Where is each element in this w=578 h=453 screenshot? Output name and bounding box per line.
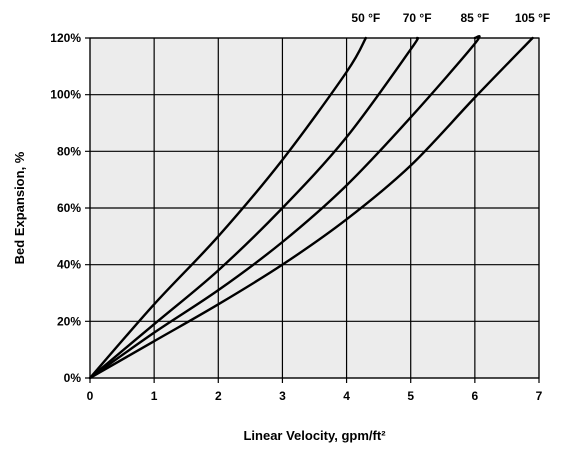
x-tick-label: 2 xyxy=(215,389,222,403)
series-line xyxy=(88,36,534,380)
series-line xyxy=(88,36,420,380)
y-axis-title: Bed Expansion, % xyxy=(12,151,27,264)
x-tick-label: 5 xyxy=(407,389,414,403)
x-tick-label: 6 xyxy=(472,389,479,403)
y-tick-label: 80% xyxy=(57,144,81,158)
series-labels: 50 °F 70 °F 85 °F 105 °F xyxy=(351,11,550,25)
y-tick-label: 100% xyxy=(50,88,81,102)
series-label: 85 °F xyxy=(460,11,489,25)
y-tick-label: 0% xyxy=(64,371,82,385)
x-tick-label: 7 xyxy=(536,389,543,403)
y-tick-label: 20% xyxy=(57,314,81,328)
y-tick-label: 120% xyxy=(50,31,81,45)
x-tick-label: 0 xyxy=(87,389,94,403)
x-tick-label: 1 xyxy=(151,389,158,403)
series-label: 50 °F xyxy=(351,11,380,25)
gridlines xyxy=(85,37,540,383)
series-line xyxy=(88,35,481,380)
series-label: 105 °F xyxy=(515,11,550,25)
tick-labels: 0 1 2 3 4 5 6 7 0% 20% 40% 60% 80% 100% 120% xyxy=(50,31,542,403)
series-label: 70 °F xyxy=(403,11,432,25)
series-lines xyxy=(88,35,534,380)
x-axis-title: Linear Velocity, gpm/ft² xyxy=(243,428,386,443)
y-tick-label: 40% xyxy=(57,258,81,272)
series-line xyxy=(88,36,368,380)
x-tick-label: 3 xyxy=(279,389,286,403)
x-tick-label: 4 xyxy=(343,389,350,403)
y-tick-label: 60% xyxy=(57,201,81,215)
